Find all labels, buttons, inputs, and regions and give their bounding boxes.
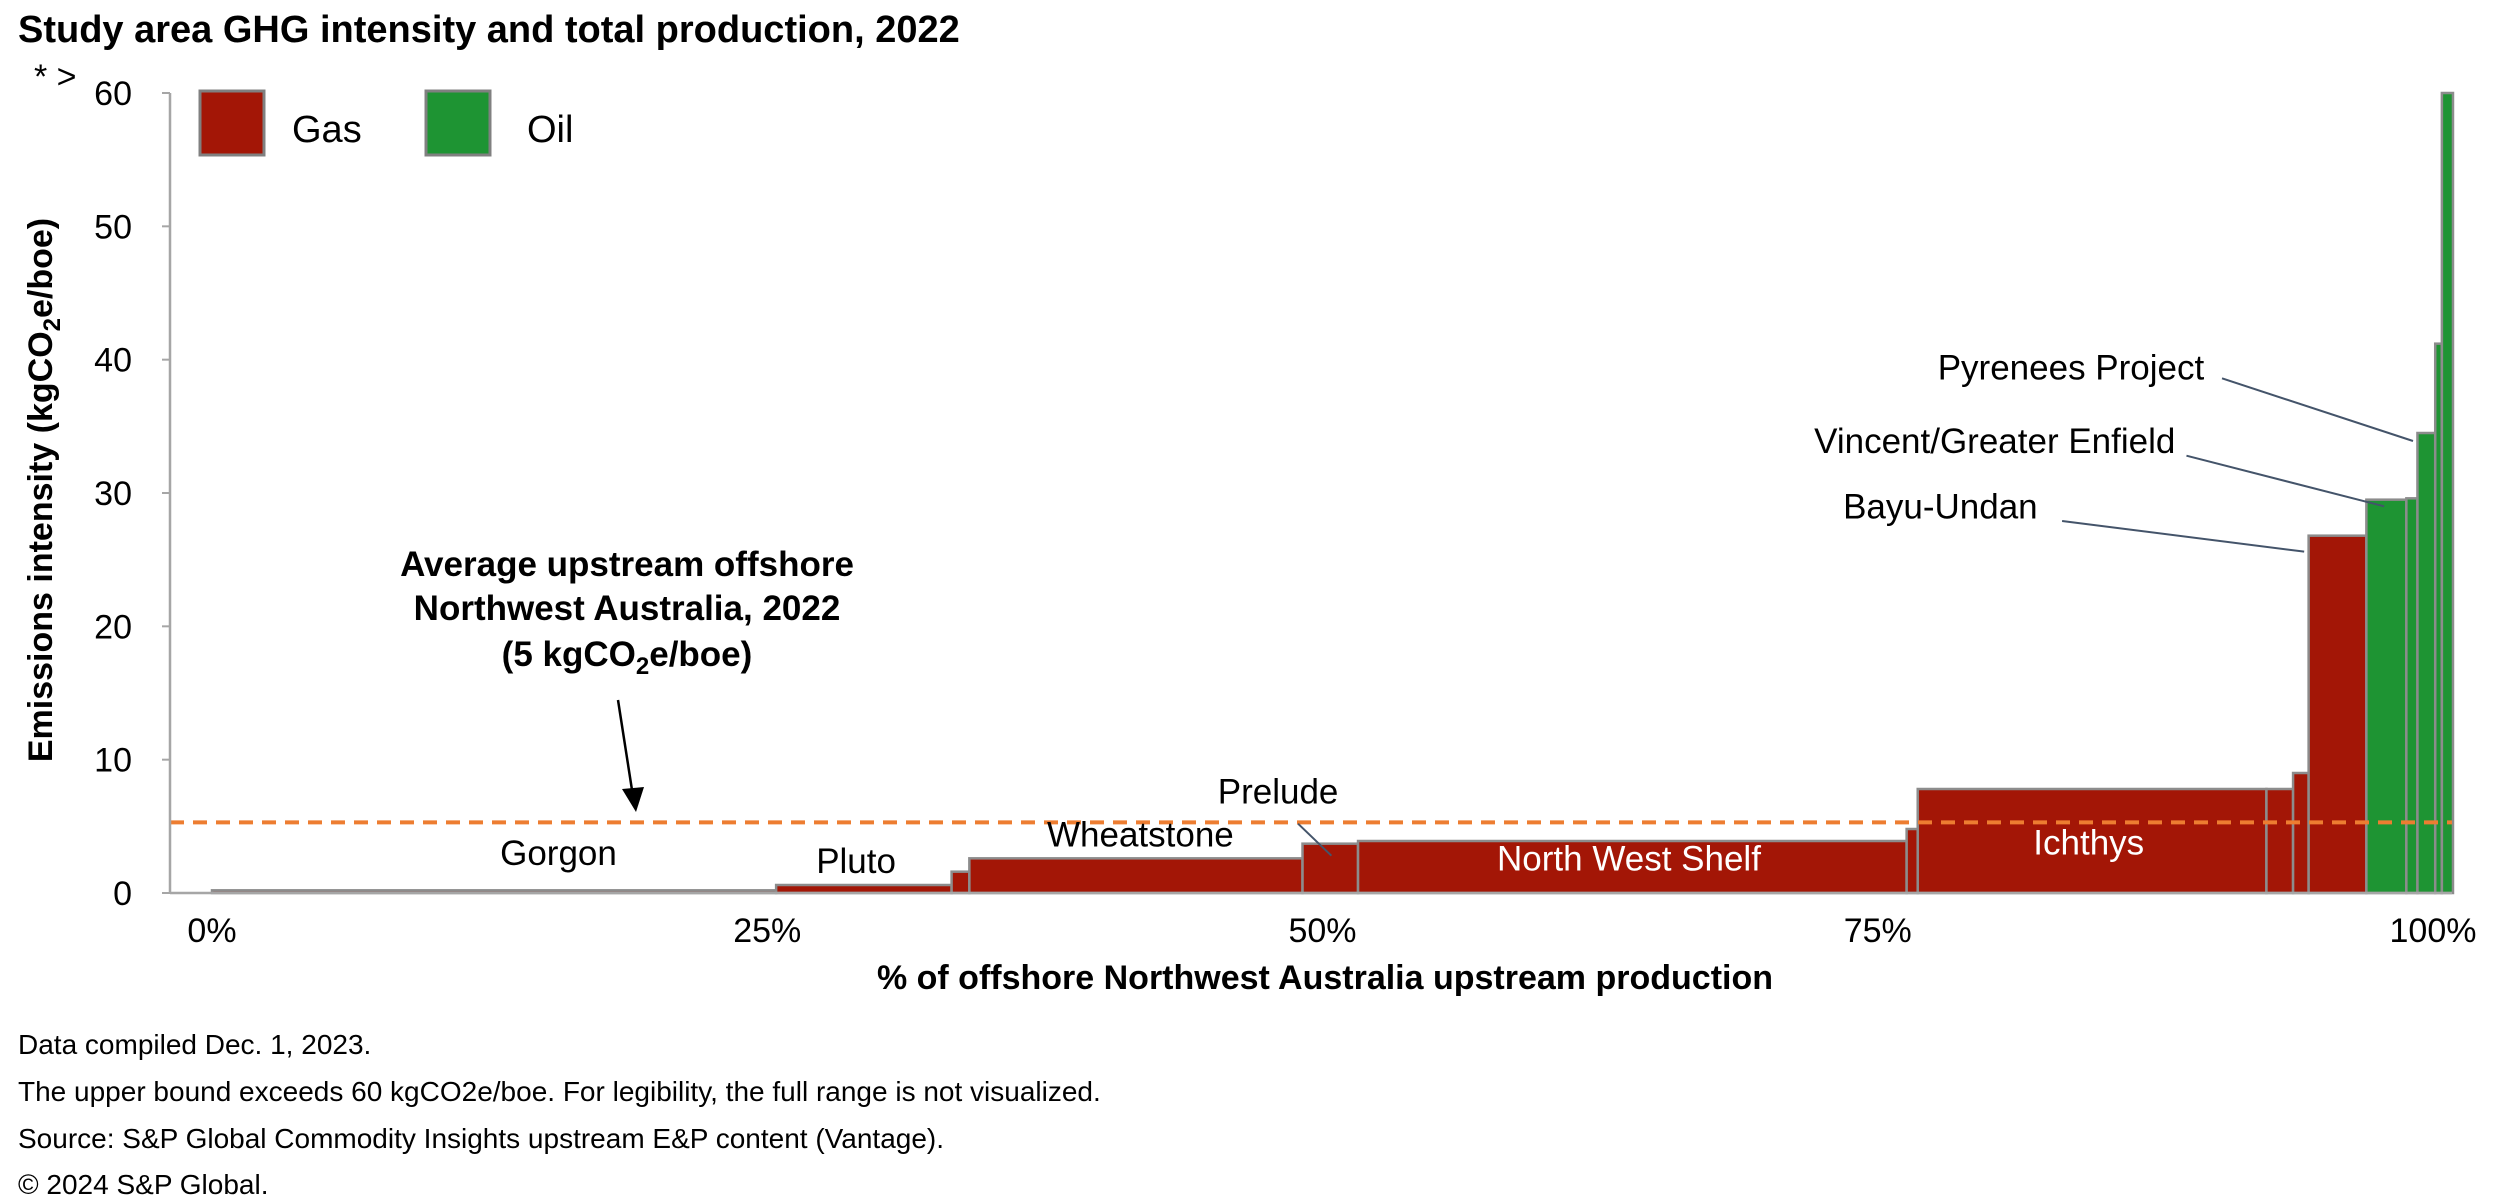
callout-pyrenees-project: Pyrenees Project (1938, 349, 2205, 388)
bar-label-gorgon: Gorgon (500, 834, 617, 873)
bar-label-ichthys: Ichthys (2033, 823, 2144, 862)
callout-bayu-undan: Bayu-Undan (1843, 487, 2038, 526)
y-tick-label: 50 (94, 208, 132, 246)
y-tick-label: 60 (94, 75, 132, 113)
bar-segment-9 (2291, 771, 2310, 895)
bar-bayu-undan (2307, 534, 2368, 895)
y-tick-label: 10 (94, 742, 132, 780)
legend-oil-label: Oil (527, 109, 573, 151)
bar-segment-6 (1905, 827, 1919, 895)
bar-label-pluto: Pluto (816, 842, 896, 881)
chart-title: Study area GHG intensity and total produ… (18, 9, 960, 51)
bar-north-west-shelf (1356, 839, 1908, 895)
bar-label-north-west-shelf: North West Shelf (1497, 839, 1761, 878)
bar-segment-12 (2405, 497, 2419, 895)
bar-prelude (1301, 842, 1360, 895)
plot-area (170, 91, 2455, 895)
x-tick-label: 75% (1844, 912, 1912, 950)
average-label-line-1: Average upstream offshore (400, 545, 854, 584)
footnote-copyright: © 2024 S&P Global. (18, 1169, 269, 1200)
legend-gas-label: Gas (292, 109, 362, 151)
footnotes: Data compiled Dec. 1, 2023. The upper bo… (18, 1029, 1101, 1200)
x-tick-label: 25% (733, 912, 801, 950)
legend-oil-swatch (424, 89, 492, 157)
footnote-data-compiled: Data compiled Dec. 1, 2023. (18, 1029, 371, 1060)
x-axis-title: % of offshore Northwest Australia upstre… (877, 959, 1773, 997)
average-arrow-shaft (616, 699, 634, 791)
bar-segment-15 (2440, 91, 2455, 895)
y-tick-label: 40 (94, 342, 132, 380)
average-label-line-2: Northwest Australia, 2022 (414, 589, 841, 628)
average-arrow-head (622, 787, 644, 812)
bar-segment-8 (2265, 787, 2295, 895)
average-label-value: (5 kgCO2e/boe) (502, 635, 753, 680)
x-tick-label: 0% (187, 912, 236, 950)
callout-line-bayu-undan (2061, 520, 2305, 553)
footnote-source: Source: S&P Global Commodity Insights up… (18, 1123, 944, 1154)
bar-wheatstone (968, 857, 1304, 895)
axes: 0 10 20 30 40 50 60 0% 25% 50% 75% 100% * > % of offs… (22, 58, 2476, 997)
bar-label-prelude: Prelude (1218, 773, 1339, 812)
bar-vincent-greater-enfield (2365, 498, 2408, 895)
axis-break-marker: * > (34, 58, 77, 96)
bar-label-wheatstone: Wheatstone (1047, 815, 1234, 854)
legend-gas-swatch (198, 89, 266, 157)
x-tick-label: 100% (2390, 912, 2477, 950)
callout-line-pyrenees-project (2221, 377, 2414, 442)
callout-line-vincent-greater-enfield (2186, 454, 2385, 508)
legend: Gas Oil (198, 89, 573, 157)
prelude-leader-line (1297, 822, 1333, 857)
y-axis-title: Emissions intensity (kgCO2e/boe) (22, 218, 66, 762)
footnote-upper-bound: The upper bound exceeds 60 kgCO2e/boe. F… (18, 1076, 1101, 1107)
callout-vincent-greater-enfield: Vincent/Greater Enfield (1814, 422, 2175, 461)
x-tick-label: 50% (1288, 912, 1356, 950)
y-tick-label: 20 (94, 608, 132, 646)
y-tick-label: 0 (113, 875, 132, 913)
y-tick-label: 30 (94, 475, 132, 513)
bar-segment-2 (950, 870, 971, 895)
